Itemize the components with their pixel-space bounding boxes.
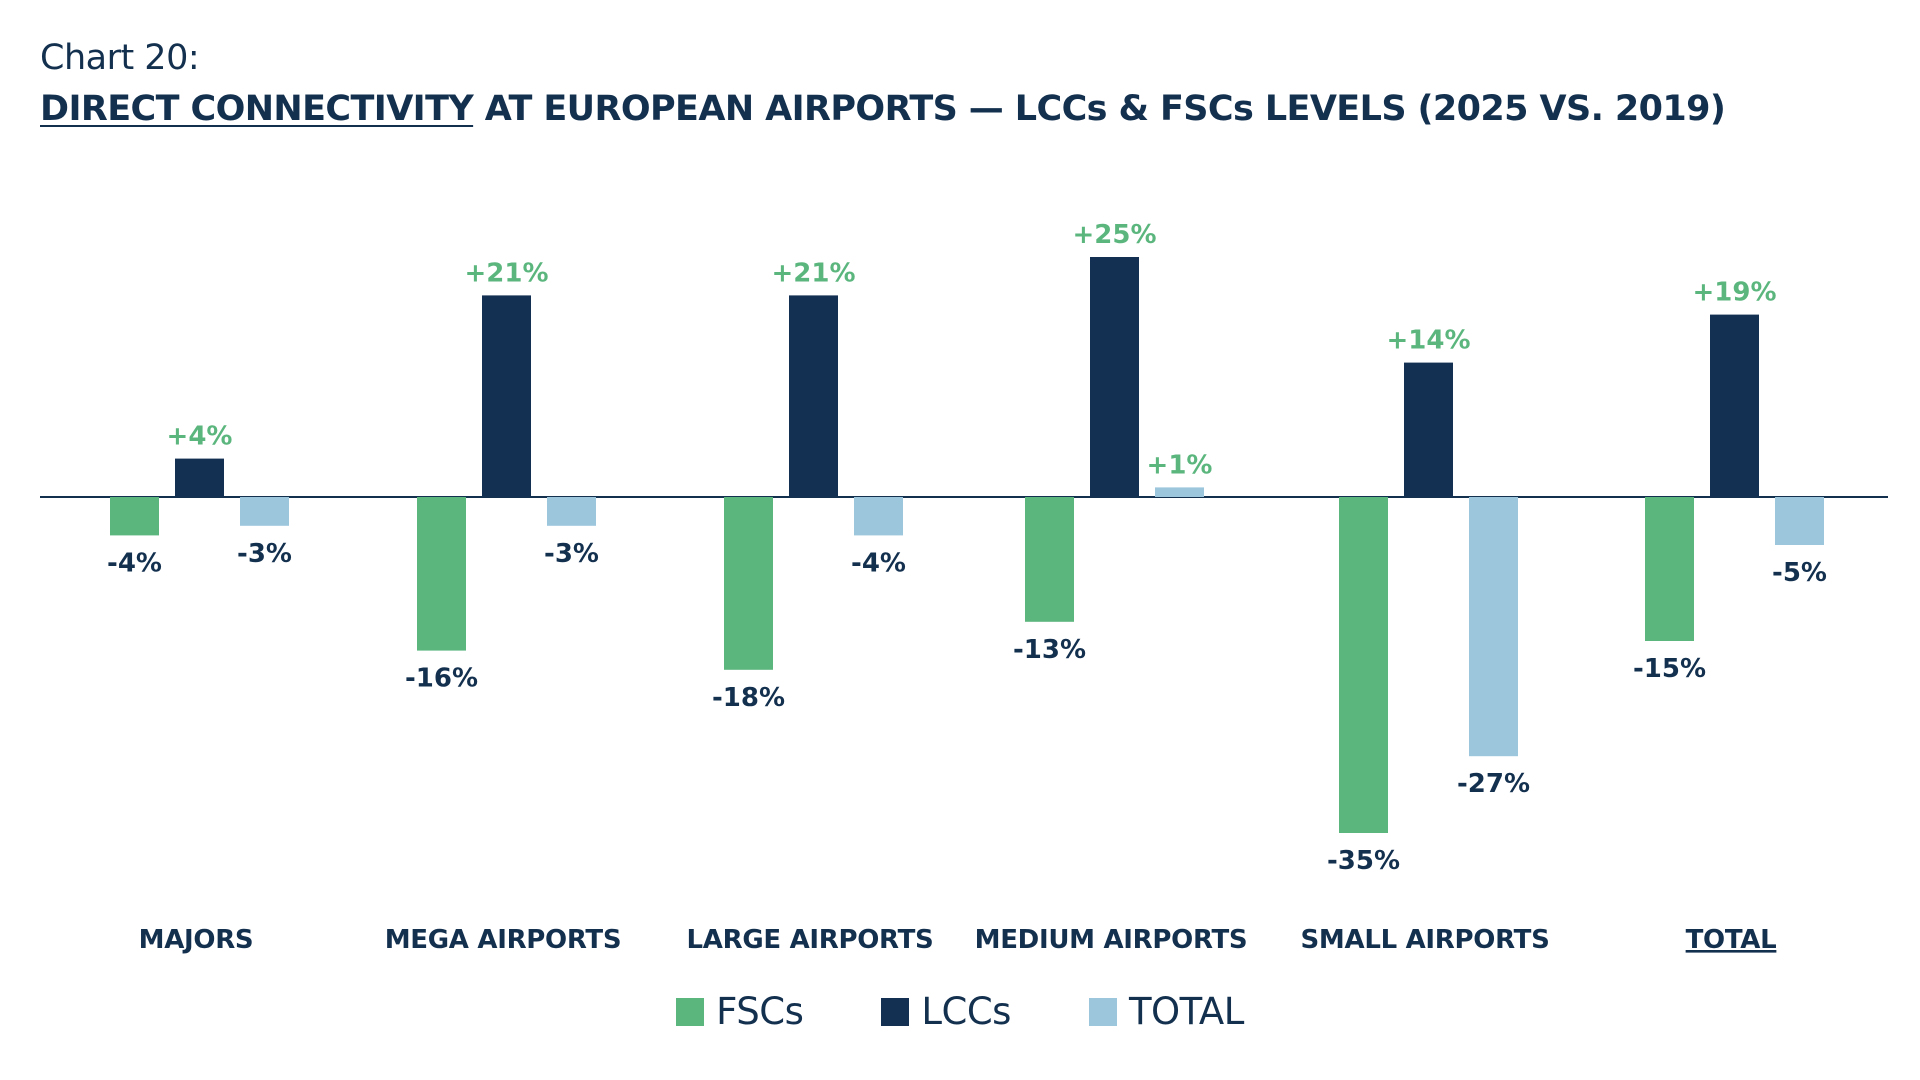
data-label-lccs-2: +21% [771, 258, 855, 288]
bar-total-3 [1155, 487, 1204, 497]
data-label-fscs-0: -4% [107, 548, 162, 578]
chart-title: DIRECT CONNECTIVITY AT EUROPEAN AIRPORTS… [40, 86, 1726, 132]
bar-lccs-2 [789, 295, 838, 497]
legend-label-total: TOTAL [1128, 990, 1244, 1033]
bar-fscs-1 [417, 497, 466, 651]
legend-item-fscs: FSCs [676, 990, 804, 1033]
data-label-total-4: -27% [1457, 769, 1530, 799]
bar-fscs-3 [1025, 497, 1074, 622]
chart-title-underlined: DIRECT CONNECTIVITY [40, 89, 474, 129]
chart-number: Chart 20: [40, 38, 200, 78]
bar-fscs-2 [724, 497, 773, 670]
category-label-1: MEGA AIRPORTS [385, 925, 622, 955]
bar-total-1 [547, 497, 596, 526]
legend-item-lccs: LCCs [881, 990, 1011, 1033]
bar-lccs-5 [1710, 314, 1759, 497]
bar-fscs-4 [1339, 497, 1388, 833]
data-label-total-0: -3% [237, 539, 292, 569]
legend-item-total: TOTAL [1088, 990, 1244, 1033]
legend-swatch-total [1088, 997, 1117, 1026]
data-label-fscs-2: -18% [712, 683, 785, 713]
category-label-4: SMALL AIRPORTS [1301, 925, 1550, 955]
bar-total-0 [240, 497, 289, 526]
legend-swatch-fscs [676, 997, 705, 1026]
category-label-3: MEDIUM AIRPORTS [975, 925, 1248, 955]
data-label-total-3: +1% [1147, 450, 1213, 480]
data-label-lccs-5: +19% [1692, 278, 1776, 308]
data-label-fscs-3: -13% [1013, 635, 1086, 665]
bar-total-5 [1775, 497, 1824, 545]
bar-total-2 [854, 497, 903, 536]
data-label-lccs-3: +25% [1072, 220, 1156, 250]
bar-lccs-3 [1090, 257, 1139, 497]
category-label-5: TOTAL [1686, 925, 1777, 955]
data-label-fscs-5: -15% [1633, 654, 1706, 684]
data-label-total-2: -4% [851, 548, 906, 578]
data-label-lccs-1: +21% [464, 258, 548, 288]
bar-lccs-1 [482, 295, 531, 497]
chart-header: Chart 20: DIRECT CONNECTIVITY AT EUROPEA… [40, 36, 1726, 132]
bar-fscs-5 [1645, 497, 1694, 641]
legend-label-fscs: FSCs [716, 990, 804, 1033]
bar-total-4 [1469, 497, 1518, 757]
category-label-0: MAJORS [139, 925, 254, 955]
category-label-2: LARGE AIRPORTS [687, 925, 934, 955]
chart-title-rest: AT EUROPEAN AIRPORTS — LCCs & FSCs LEVEL… [473, 89, 1726, 129]
data-label-lccs-0: +4% [167, 422, 233, 452]
bar-fscs-0 [110, 497, 159, 536]
bar-chart: -4% +4% -3% MAJORS -16% +21% -3% MEGA AIRPORTS -… [40, 220, 1888, 955]
bar-lccs-4 [1404, 362, 1453, 497]
data-label-total-1: -3% [544, 539, 599, 569]
data-label-total-5: -5% [1772, 558, 1827, 588]
data-label-fscs-4: -35% [1327, 846, 1400, 876]
legend-swatch-lccs [881, 997, 910, 1026]
chart-legend: FSCs LCCs TOTAL [0, 990, 1920, 1033]
legend-label-lccs: LCCs [921, 990, 1011, 1033]
data-label-fscs-1: -16% [405, 664, 478, 694]
data-label-lccs-4: +14% [1386, 326, 1470, 356]
bar-lccs-0 [175, 458, 224, 497]
